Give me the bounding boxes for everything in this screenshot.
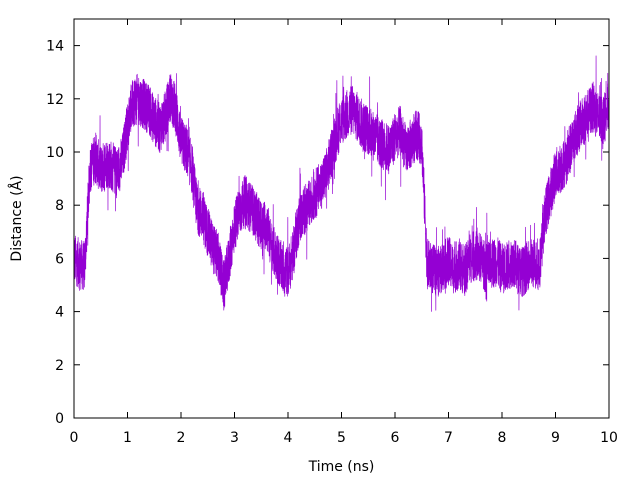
x-tick-label-10: 10: [600, 430, 618, 446]
y-tick-label-7: 14: [46, 39, 64, 55]
plot-frame: [73, 18, 610, 419]
x-tick-label-2: 2: [177, 430, 186, 446]
x-tick-label-9: 9: [551, 430, 560, 446]
y-tick-label-3: 6: [55, 251, 64, 267]
x-tick-label-6: 6: [391, 430, 400, 446]
x-tick-label-0: 0: [70, 430, 79, 446]
y-tick-label-5: 10: [46, 145, 64, 161]
x-tick-label-8: 8: [498, 430, 507, 446]
y-axis-label: Distance (Å): [8, 175, 25, 261]
x-axis-label: Time (ns): [308, 459, 375, 475]
y-tick-label-1: 2: [55, 358, 64, 374]
x-tick-label-5: 5: [337, 430, 346, 446]
series-layer: [73, 55, 610, 312]
x-tick-label-1: 1: [123, 430, 132, 446]
series-line-0: [73, 55, 610, 312]
x-tick-label-4: 4: [284, 430, 293, 446]
x-tick-label-3: 3: [230, 430, 239, 446]
y-tick-label-2: 4: [55, 305, 64, 321]
x-tick-label-7: 7: [444, 430, 453, 446]
y-tick-label-0: 0: [55, 411, 64, 427]
y-tick-label-4: 8: [55, 198, 64, 214]
y-tick-label-6: 12: [46, 92, 64, 108]
